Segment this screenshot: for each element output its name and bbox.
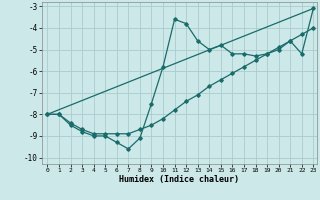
X-axis label: Humidex (Indice chaleur): Humidex (Indice chaleur)	[119, 175, 239, 184]
